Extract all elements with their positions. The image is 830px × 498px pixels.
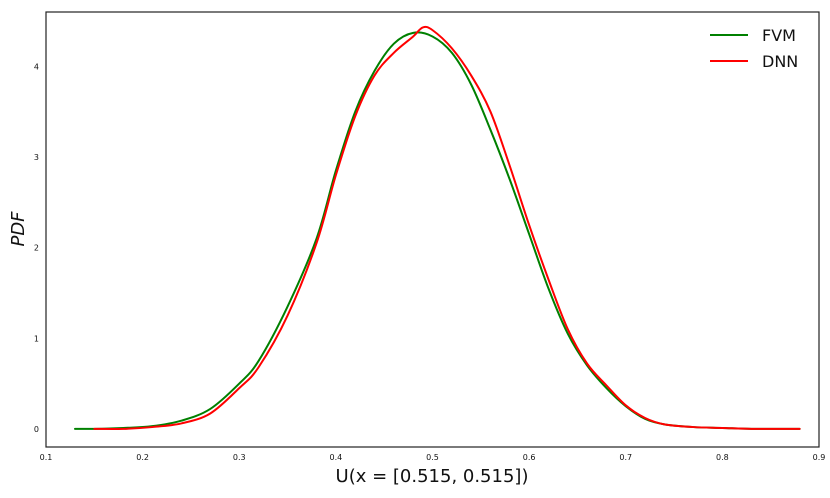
x-tick-label: 0.8 [716, 453, 729, 462]
x-tick-label: 0.4 [330, 453, 343, 462]
x-tick-label: 0.7 [619, 453, 632, 462]
legend-label-fvm: FVM [762, 26, 796, 45]
legend: FVM DNN [710, 26, 798, 71]
x-tick-label: 0.3 [233, 453, 246, 462]
series-lines [73, 25, 801, 431]
y-axis-ticks: 0 1 2 3 4 [34, 62, 39, 434]
x-axis-label: U(x = [0.515, 0.515]) [336, 466, 529, 487]
y-tick-label: 2 [34, 244, 39, 253]
x-tick-label: 0.1 [40, 453, 53, 462]
y-axis-label: PDF [8, 211, 29, 247]
series-line-fvm [73, 31, 801, 430]
y-tick-label: 1 [34, 334, 39, 343]
x-tick-label: 0.2 [136, 453, 149, 462]
x-tick-label: 0.6 [523, 453, 536, 462]
y-tick-label: 3 [34, 153, 39, 162]
plot-frame [45, 11, 820, 448]
x-tick-label: 0.5 [426, 453, 439, 462]
y-tick-label: 4 [34, 62, 39, 71]
y-tick-label: 0 [34, 425, 39, 434]
x-tick-label: 0.9 [813, 453, 826, 462]
x-axis-ticks: 0.1 0.2 0.3 0.4 0.5 0.6 0.7 0.8 0.9 [40, 453, 826, 462]
series-line-dnn [93, 25, 801, 431]
legend-label-dnn: DNN [762, 52, 798, 71]
